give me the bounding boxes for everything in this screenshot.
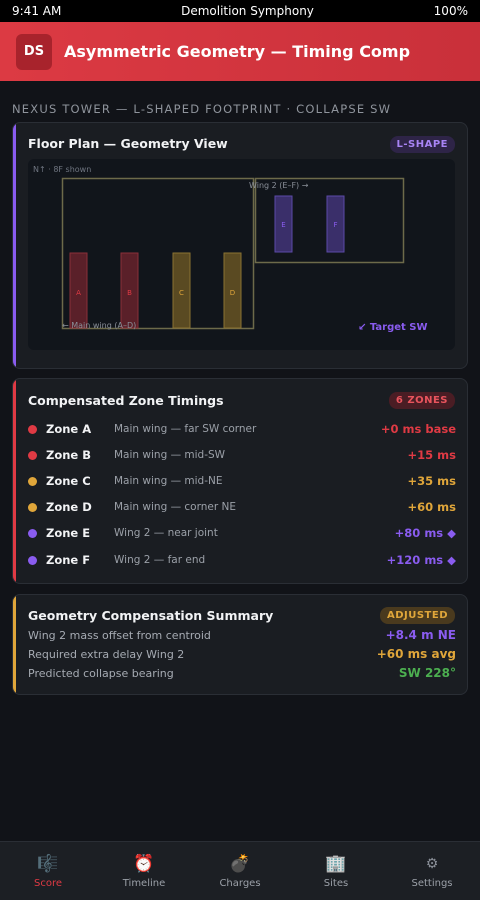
column-c: [172, 252, 191, 329]
building-icon: 🏢: [325, 853, 347, 874]
column-f: [326, 195, 345, 253]
bomb-icon: 💣: [229, 853, 251, 874]
column-a-label: A: [76, 289, 81, 297]
column-d-label: D: [230, 289, 235, 297]
column-d: [223, 252, 242, 329]
zone-row[interactable]: Zone F Wing 2 — far end +120 ms ◆: [28, 550, 456, 570]
summary-label: Wing 2 mass offset from centroid: [28, 628, 211, 642]
zone-name: Zone B: [46, 448, 91, 462]
column-a: [69, 252, 88, 329]
zone-dot-icon: [28, 424, 37, 434]
zone-row[interactable]: Zone B Main wing — mid-SW +15 ms: [28, 445, 456, 465]
zone-description: Main wing — mid-SW: [114, 449, 226, 461]
floor-plan-svg: A B C D E F: [61, 177, 405, 330]
app-logo: DS: [16, 33, 52, 70]
bottom-tab-bar: 🎼 Score ⏰ Timeline 💣 Charges 🏢 Sites ⚙ S…: [0, 841, 480, 900]
app-header: DS Asymmetric Geometry — Timing Comp: [0, 22, 480, 81]
zones-count-badge: 6 ZONES: [388, 392, 455, 409]
zone-name: Zone F: [46, 553, 91, 567]
main-wing-label: ← Main wing (A–D): [62, 321, 137, 330]
main-wing-outline: [61, 177, 255, 330]
tab-sites[interactable]: 🏢 Sites: [288, 842, 384, 900]
wing-2-label: Wing 2 (E–F) →: [249, 181, 309, 190]
zone-name: Zone C: [46, 474, 91, 488]
tab-label: Settings: [411, 877, 453, 889]
tab-score[interactable]: 🎼 Score: [0, 842, 96, 900]
zone-row[interactable]: Zone A Main wing — far SW corner +0 ms b…: [28, 419, 456, 439]
zone-description: Wing 2 — far end: [114, 554, 206, 566]
column-e: [274, 195, 293, 253]
wing-2-outline: [254, 177, 405, 264]
zone-timings-card: Compensated Zone Timings 6 ZONES Zone A …: [12, 378, 468, 584]
zone-description: Wing 2 — near joint: [114, 527, 218, 539]
summary-value: +60 ms avg: [376, 647, 456, 661]
zone-name: Zone A: [46, 422, 92, 436]
tab-label: Sites: [323, 877, 349, 889]
zone-dot-icon: [28, 528, 37, 538]
zone-dot-icon: [28, 502, 37, 512]
tab-charges[interactable]: 💣 Charges: [192, 842, 288, 900]
alarm-clock-icon: ⏰: [133, 853, 155, 874]
summary-value: +8.4 m NE: [385, 628, 456, 642]
plan-orientation-note: N↑ · 8F shown: [33, 165, 92, 174]
site-subtitle: NEXUS TOWER — L-SHAPED FOOTPRINT · COLLA…: [12, 102, 392, 116]
status-battery: 100%: [433, 4, 468, 18]
zone-dot-icon: [28, 476, 37, 486]
floor-plan-title: Floor Plan — Geometry View: [28, 136, 228, 151]
column-e-label: E: [281, 221, 285, 229]
column-b: [120, 252, 139, 329]
zone-delay: +15 ms: [407, 448, 456, 462]
zone-delay: +35 ms: [407, 474, 456, 488]
summary-row: Predicted collapse bearing SW 228°: [28, 664, 456, 682]
zone-row[interactable]: Zone E Wing 2 — near joint +80 ms ◆: [28, 523, 456, 543]
zone-name: Zone E: [46, 526, 91, 540]
status-app-name: Demolition Symphony: [181, 4, 314, 18]
zone-description: Main wing — mid-NE: [114, 475, 223, 487]
tab-label: Timeline: [122, 877, 166, 889]
zone-dot-icon: [28, 450, 37, 460]
zone-delay: +80 ms ◆: [394, 526, 456, 540]
zone-delay: +120 ms ◆: [386, 553, 456, 567]
zone-name: Zone D: [46, 500, 92, 514]
summary-value: SW 228°: [398, 666, 456, 680]
l-shape-badge: L-SHAPE: [389, 136, 455, 153]
zone-description: Main wing — corner NE: [114, 501, 236, 513]
status-time: 9:41 AM: [12, 4, 62, 18]
zone-delay: +0 ms base: [380, 422, 456, 436]
zone-dot-icon: [28, 555, 37, 565]
adjusted-badge: ADJUSTED: [379, 607, 455, 624]
score-icon: 🎼: [37, 853, 59, 874]
page-title: Asymmetric Geometry — Timing Comp: [64, 42, 411, 61]
compensation-summary-card: Geometry Compensation Summary ADJUSTED W…: [12, 594, 468, 695]
zone-timings-title: Compensated Zone Timings: [28, 393, 224, 408]
summary-row: Wing 2 mass offset from centroid +8.4 m …: [28, 626, 456, 644]
zone-description: Main wing — far SW corner: [114, 423, 257, 435]
summary-row: Required extra delay Wing 2 +60 ms avg: [28, 645, 456, 663]
zone-row[interactable]: Zone C Main wing — mid-NE +35 ms: [28, 471, 456, 491]
tab-label: Score: [33, 877, 62, 889]
summary-title: Geometry Compensation Summary: [28, 608, 274, 623]
status-bar: 9:41 AM Demolition Symphony 100%: [0, 0, 480, 22]
floor-plan-card: Floor Plan — Geometry View L-SHAPE A B C…: [12, 122, 468, 369]
column-b-label: B: [127, 289, 132, 297]
zone-delay: +60 ms: [407, 500, 456, 514]
column-c-label: C: [179, 289, 184, 297]
tab-settings[interactable]: ⚙ Settings: [384, 842, 480, 900]
zone-row[interactable]: Zone D Main wing — corner NE +60 ms: [28, 497, 456, 517]
tab-label: Charges: [219, 877, 261, 889]
floor-plan-view: A B C D E F N↑ · 8F shown Wing 2 (E–F) →…: [28, 159, 455, 350]
target-direction-label: ↙ Target SW: [358, 322, 428, 333]
gear-icon: ⚙: [425, 855, 439, 872]
summary-label: Predicted collapse bearing: [28, 666, 174, 680]
tab-timeline[interactable]: ⏰ Timeline: [96, 842, 192, 900]
summary-label: Required extra delay Wing 2: [28, 647, 185, 661]
column-f-label: F: [333, 221, 337, 229]
